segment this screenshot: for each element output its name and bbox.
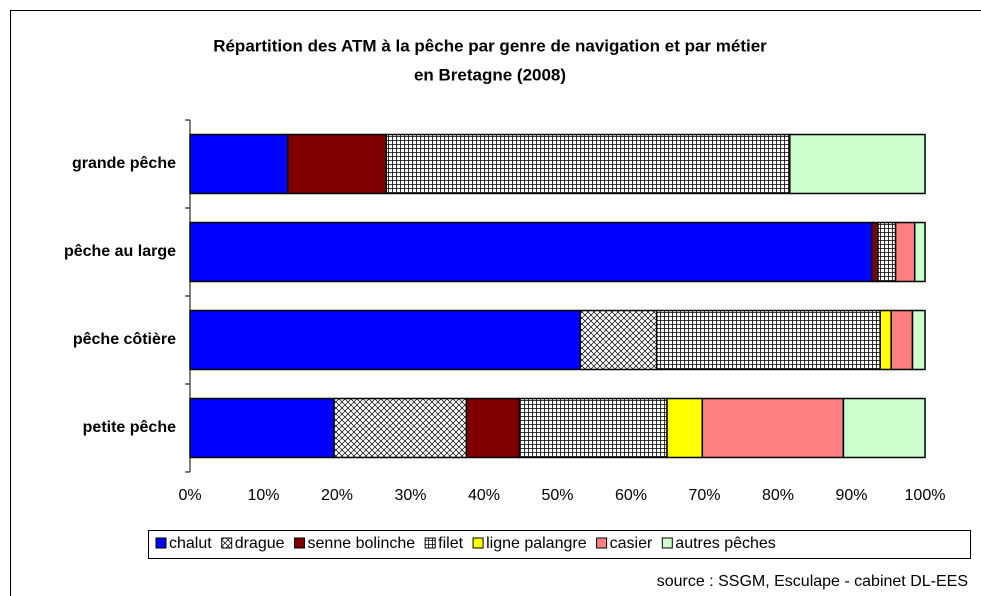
bar-segment xyxy=(701,397,845,459)
bar-segment xyxy=(789,133,926,195)
x-tick-label: 30% xyxy=(394,487,426,504)
legend-box xyxy=(148,530,971,559)
x-tick-label: 90% xyxy=(835,487,867,504)
legend-label: filet xyxy=(438,535,463,552)
legend-label: casier xyxy=(610,535,653,552)
bar-segment xyxy=(913,221,926,283)
bar-segment xyxy=(871,221,879,283)
x-tick-label: 100% xyxy=(905,487,946,504)
bar-segment xyxy=(189,397,335,459)
chart-title: Répartition des ATM à la pêche par genre… xyxy=(213,36,767,55)
chart-border xyxy=(10,10,981,596)
x-tick-label: 20% xyxy=(321,487,353,504)
x-tick-label: 70% xyxy=(688,487,720,504)
chart-title: en Bretagne (2008) xyxy=(414,65,566,84)
bar-segment xyxy=(189,221,873,283)
legend-swatch xyxy=(424,537,436,549)
bar-segment xyxy=(842,397,926,459)
legend-swatch xyxy=(221,537,233,549)
bar-segment xyxy=(877,221,897,283)
x-tick-label: 40% xyxy=(468,487,500,504)
bar-segment xyxy=(579,309,658,371)
legend-swatch xyxy=(294,537,306,549)
legend-label: drague xyxy=(235,535,285,552)
x-tick-label: 80% xyxy=(762,487,794,504)
x-tick-label: 10% xyxy=(247,487,279,504)
y-tick-label: pêche au large xyxy=(64,243,176,260)
legend-label: autres pêches xyxy=(675,535,776,552)
legend-label: senne bolinche xyxy=(308,535,416,552)
bar-segment xyxy=(465,397,521,459)
x-tick-label: 60% xyxy=(615,487,647,504)
bar-segment xyxy=(879,309,892,371)
legend-swatch xyxy=(155,537,167,549)
x-tick-label: 0% xyxy=(178,487,201,504)
legend-swatch xyxy=(596,537,608,549)
bar-segment xyxy=(894,221,916,283)
x-tick-label: 50% xyxy=(541,487,573,504)
bar-segment xyxy=(666,397,704,459)
legend-label: ligne palangre xyxy=(486,535,587,552)
bar-segment xyxy=(189,309,582,371)
y-tick-label: pêche côtière xyxy=(73,331,176,348)
bar-segment xyxy=(333,397,468,459)
source-note: source : SSGM, Esculape - cabinet DL-EES xyxy=(657,573,968,590)
bar-segment xyxy=(189,133,289,195)
y-tick-label: grande pêche xyxy=(72,155,176,172)
bar-segment xyxy=(655,309,881,371)
y-tick-label: petite pêche xyxy=(83,419,176,436)
bar-segment xyxy=(890,309,914,371)
legend-label: chalut xyxy=(169,535,212,552)
legend-swatch xyxy=(472,537,484,549)
bar-segment xyxy=(911,309,926,371)
legend-swatch xyxy=(661,537,673,549)
bar-segment xyxy=(287,133,387,195)
bar-segment xyxy=(385,133,791,195)
bar-segment xyxy=(518,397,668,459)
